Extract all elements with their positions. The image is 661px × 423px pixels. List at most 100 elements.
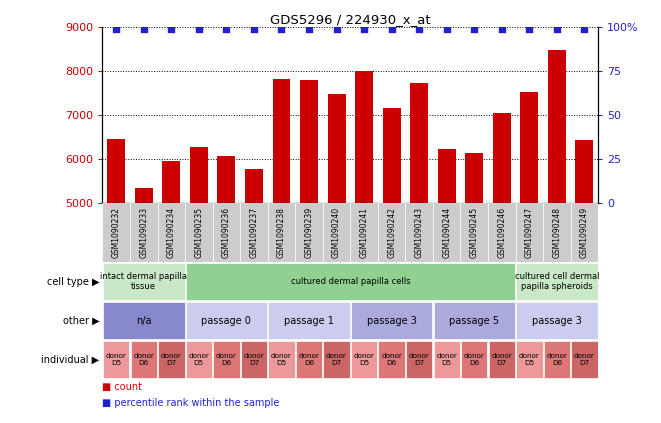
Text: donor
D5: donor D5 [354, 353, 375, 366]
Point [276, 26, 287, 33]
Bar [190, 147, 208, 203]
Point [579, 26, 590, 33]
Text: GSM1090246: GSM1090246 [497, 207, 506, 258]
Text: n/a: n/a [136, 316, 151, 326]
Bar [186, 264, 515, 300]
Bar [213, 203, 240, 262]
Text: GSM1090243: GSM1090243 [414, 207, 424, 258]
Point [551, 26, 562, 33]
Text: donor
D6: donor D6 [547, 353, 567, 366]
Bar [571, 341, 598, 378]
Bar [516, 203, 543, 262]
Text: ■ percentile rank within the sample: ■ percentile rank within the sample [102, 398, 280, 408]
Bar [355, 71, 373, 203]
Text: cell type ▶: cell type ▶ [47, 277, 99, 287]
Text: donor
D6: donor D6 [134, 353, 154, 366]
Bar [438, 149, 455, 203]
Text: passage 5: passage 5 [449, 316, 499, 326]
Bar [570, 203, 598, 262]
Text: passage 3: passage 3 [367, 316, 416, 326]
Bar [406, 341, 432, 378]
Point [221, 26, 231, 33]
Text: GSM1090249: GSM1090249 [580, 207, 589, 258]
Text: intact dermal papilla
tissue: intact dermal papilla tissue [100, 272, 187, 291]
Point [249, 26, 259, 33]
Point [386, 26, 397, 33]
Bar [465, 153, 483, 203]
Text: GSM1090235: GSM1090235 [194, 207, 204, 258]
Bar [185, 203, 213, 262]
Text: donor
D7: donor D7 [408, 353, 430, 366]
Bar [350, 203, 378, 262]
Text: donor
D5: donor D5 [271, 353, 292, 366]
Text: GSM1090245: GSM1090245 [470, 207, 479, 258]
Bar [103, 341, 130, 378]
Text: individual ▶: individual ▶ [41, 354, 99, 365]
Bar [272, 79, 290, 203]
Text: GSM1090232: GSM1090232 [112, 207, 121, 258]
Text: GSM1090239: GSM1090239 [305, 207, 313, 258]
Bar [300, 80, 318, 203]
Text: passage 3: passage 3 [532, 316, 582, 326]
Text: donor
D6: donor D6 [216, 353, 237, 366]
Bar [351, 302, 432, 339]
Point [469, 26, 480, 33]
Bar [186, 341, 212, 378]
Text: donor
D6: donor D6 [464, 353, 485, 366]
Bar [434, 302, 515, 339]
Title: GDS5296 / 224930_x_at: GDS5296 / 224930_x_at [270, 14, 431, 26]
Bar [543, 203, 570, 262]
Text: donor
D5: donor D5 [436, 353, 457, 366]
Bar [295, 203, 323, 262]
Text: GSM1090248: GSM1090248 [553, 207, 561, 258]
Bar [296, 341, 323, 378]
Bar [516, 341, 543, 378]
Text: donor
D6: donor D6 [299, 353, 319, 366]
Bar [516, 264, 598, 300]
Point [304, 26, 315, 33]
Bar [103, 264, 184, 300]
Bar [548, 50, 566, 203]
Text: donor
D7: donor D7 [491, 353, 512, 366]
Text: other ▶: other ▶ [63, 316, 99, 326]
Bar [461, 341, 488, 378]
Bar [410, 83, 428, 203]
Point [414, 26, 424, 33]
Bar [576, 140, 594, 203]
Text: GSM1090233: GSM1090233 [139, 207, 148, 258]
Bar [130, 203, 157, 262]
Text: cultured dermal papilla cells: cultured dermal papilla cells [291, 277, 410, 286]
Bar [378, 341, 405, 378]
Text: GSM1090237: GSM1090237 [249, 207, 258, 258]
Bar [158, 341, 184, 378]
Bar [163, 161, 180, 203]
Point [331, 26, 342, 33]
Bar [516, 302, 598, 339]
Bar [543, 341, 570, 378]
Bar [323, 341, 350, 378]
Text: donor
D5: donor D5 [519, 353, 540, 366]
Text: GSM1090244: GSM1090244 [442, 207, 451, 258]
Bar [240, 203, 268, 262]
Text: GSM1090241: GSM1090241 [360, 207, 369, 258]
Point [166, 26, 176, 33]
Bar [157, 203, 185, 262]
Text: GSM1090234: GSM1090234 [167, 207, 176, 258]
Bar [268, 203, 295, 262]
Point [138, 26, 149, 33]
Bar [323, 203, 350, 262]
Bar [433, 203, 461, 262]
Bar [217, 156, 235, 203]
Point [524, 26, 535, 33]
Bar [461, 203, 488, 262]
Text: GSM1090236: GSM1090236 [222, 207, 231, 258]
Text: GSM1090240: GSM1090240 [332, 207, 341, 258]
Bar [103, 302, 184, 339]
Text: donor
D7: donor D7 [243, 353, 264, 366]
Bar [351, 341, 377, 378]
Point [359, 26, 369, 33]
Text: donor
D6: donor D6 [381, 353, 402, 366]
Bar [186, 302, 267, 339]
Bar [488, 203, 516, 262]
Bar [488, 341, 515, 378]
